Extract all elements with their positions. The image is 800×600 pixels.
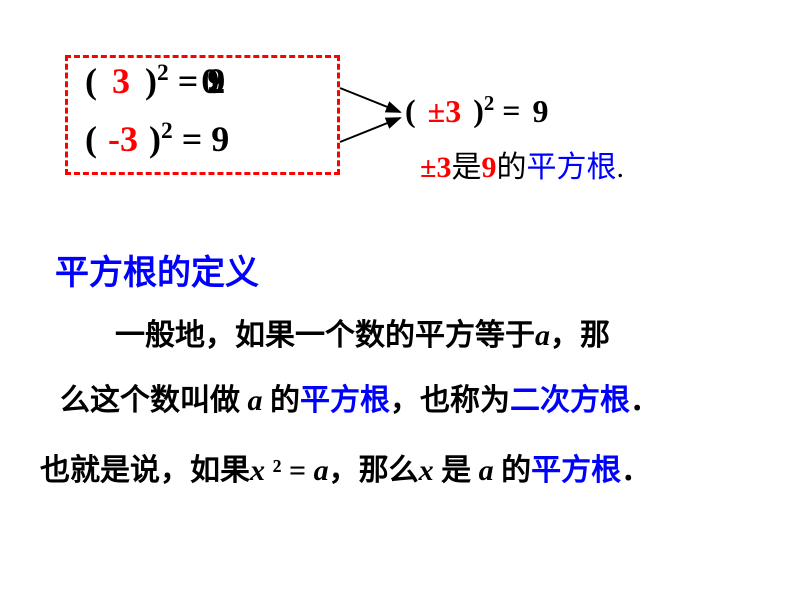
p2-root: 平方根: [300, 384, 390, 417]
heading-text: 平方根的定义: [55, 255, 259, 292]
p3-t3: 是: [441, 454, 479, 487]
rhs3-9: 9: [529, 93, 549, 129]
lparen: (: [85, 61, 97, 101]
p1-t1: 一般地，如果一个数的平方等于: [115, 319, 535, 352]
p3-t1: 也就是说，如果: [40, 454, 250, 487]
rhs-trailing: 0: [201, 61, 219, 101]
p3-x2: x: [419, 454, 442, 487]
pm3: ±3: [424, 93, 466, 129]
rparen3: ): [473, 93, 484, 129]
arrow-top: [340, 88, 400, 112]
p2-t2: 的: [270, 384, 300, 417]
p2-root2: 二次方根: [510, 384, 630, 417]
num-3: 3: [106, 61, 136, 101]
equals2: =: [182, 119, 212, 159]
p3-root: 平方根: [531, 454, 621, 487]
eq3-subtitle: ±3是9的平方根.: [420, 142, 624, 186]
lparen2: (: [85, 119, 97, 159]
rparen: ): [145, 61, 157, 101]
sub-tail: 的: [496, 151, 526, 184]
exp3-2: 2: [484, 92, 494, 115]
para-line-2: 么这个数叫做 a 的平方根，也称为二次方根．: [60, 375, 660, 419]
p1-t2: ，那: [550, 319, 610, 352]
p2-dot: ．: [630, 384, 660, 417]
rhs-9: 9: [211, 119, 229, 159]
p2-a: a: [240, 384, 270, 417]
p3-t4: 的: [501, 454, 531, 487]
para-line-3: 也就是说，如果x ² = a，那么x 是 a 的平方根．: [40, 445, 651, 489]
p3-a: a: [314, 454, 329, 487]
arrow-bottom: [340, 118, 400, 142]
exp-2: 2: [157, 60, 169, 86]
equals3: =: [502, 93, 528, 129]
p3-sq: ²: [265, 454, 289, 487]
sub-root: 平方根: [526, 151, 616, 184]
p3-a2: a: [479, 454, 502, 487]
p3-t2: ，那么: [329, 454, 419, 487]
p1-a: a: [535, 319, 550, 352]
definition-heading: 平方根的定义: [55, 245, 259, 294]
lparen3: (: [405, 93, 416, 129]
sub-dot: .: [616, 151, 624, 184]
sub-mid: 是: [451, 151, 481, 184]
exp2-2: 2: [161, 118, 173, 144]
equation-1: ( 3 )2 = 290: [85, 60, 219, 102]
num-neg3: -3: [106, 119, 140, 159]
equation-2: ( -3 )2 = 9: [85, 118, 229, 160]
sub-pm3: ±3: [420, 151, 451, 184]
para-line-1: 一般地，如果一个数的平方等于a，那: [115, 310, 610, 354]
p2-t3: ，也称为: [390, 384, 510, 417]
p3-x: x: [250, 454, 265, 487]
sub-nine: 9: [481, 151, 496, 184]
p3-dot: ．: [621, 454, 651, 487]
equation-3: ( ±3 )2 = 9: [405, 92, 549, 130]
p2-t1: 么这个数叫做: [60, 384, 240, 417]
rparen2: ): [149, 119, 161, 159]
p3-eq: =: [289, 454, 314, 487]
